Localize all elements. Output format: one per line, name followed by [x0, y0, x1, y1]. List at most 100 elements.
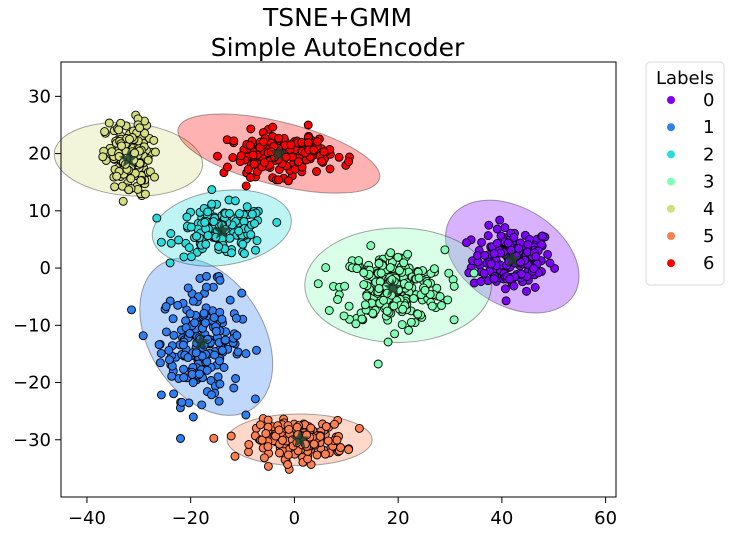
data-point: [449, 281, 459, 291]
data-point: [352, 264, 362, 274]
data-point: [250, 394, 260, 404]
data-point: [244, 447, 253, 457]
x-tick-label: 60: [594, 508, 617, 529]
cluster-center-2: [212, 220, 232, 239]
legend-title: Labels: [656, 68, 714, 89]
data-point: [241, 410, 251, 420]
data-point: [140, 189, 150, 199]
data-point: [201, 282, 211, 292]
data-point: [214, 356, 224, 366]
data-point: [257, 435, 267, 445]
data-point: [283, 460, 293, 469]
data-point: [215, 379, 225, 389]
data-point: [225, 295, 235, 305]
data-point: [374, 284, 384, 293]
data-point: [199, 308, 209, 318]
data-point: [152, 213, 162, 223]
data-point: [114, 125, 124, 135]
data-point: [379, 295, 388, 305]
data-point: [409, 294, 419, 303]
data-point: [357, 314, 367, 324]
series-1-points: [127, 271, 261, 443]
data-point: [215, 275, 225, 285]
data-point: [283, 450, 293, 460]
data-point: [202, 365, 212, 375]
legend: Labels 0 1 2 3 4 5 6: [645, 61, 725, 286]
data-point: [229, 136, 239, 146]
data-point: [531, 252, 541, 261]
data-point: [303, 454, 313, 464]
data-point: [509, 232, 519, 242]
cluster-center-1: [191, 332, 211, 351]
data-point: [537, 231, 547, 241]
data-point: [178, 340, 188, 350]
data-point: [241, 349, 251, 359]
data-point: [340, 281, 350, 291]
data-point: [242, 202, 252, 212]
data-point: [404, 325, 414, 335]
data-point: [259, 137, 268, 147]
data-point: [126, 174, 136, 183]
data-point: [235, 209, 244, 219]
data-point: [192, 231, 202, 241]
data-point: [321, 422, 331, 431]
data-point: [317, 156, 327, 166]
data-point: [332, 435, 342, 445]
data-point: [203, 231, 213, 241]
legend-label-2: 2: [703, 144, 714, 165]
data-point: [156, 237, 166, 247]
data-point: [130, 148, 140, 158]
data-point: [397, 320, 407, 330]
data-point: [543, 249, 553, 259]
data-point: [211, 326, 221, 336]
data-point: [194, 369, 204, 379]
data-point: [110, 182, 120, 192]
data-point: [278, 435, 287, 445]
data-point: [309, 439, 319, 449]
data-point: [501, 296, 511, 306]
data-point: [495, 215, 505, 225]
data-point: [234, 226, 244, 236]
data-point: [213, 151, 222, 161]
legend-marker-5: [667, 232, 675, 240]
data-point: [309, 145, 319, 155]
data-point: [321, 263, 331, 273]
data-point: [161, 327, 171, 337]
data-point: [339, 311, 349, 321]
data-point: [183, 283, 193, 293]
legend-marker-0: [667, 96, 675, 104]
data-point: [231, 374, 241, 383]
data-point: [230, 451, 240, 461]
cluster-center-4: [118, 149, 138, 168]
data-point: [268, 122, 278, 132]
data-point: [156, 348, 166, 358]
y-tick-label: −10: [13, 315, 51, 336]
data-point: [261, 429, 271, 438]
data-point: [246, 124, 256, 134]
data-point: [500, 284, 510, 294]
y-tick-label: 10: [28, 201, 51, 222]
data-point: [165, 258, 175, 268]
data-point: [252, 345, 261, 355]
data-point: [333, 295, 343, 304]
data-point: [390, 329, 400, 339]
data-point: [237, 288, 247, 298]
data-point: [383, 337, 393, 347]
data-point: [229, 383, 239, 393]
data-point: [286, 140, 296, 150]
data-point: [183, 353, 193, 363]
data-point: [283, 176, 293, 186]
data-point: [186, 222, 196, 232]
data-point: [150, 147, 160, 157]
data-point: [462, 238, 471, 248]
data-point: [117, 141, 126, 151]
data-point: [164, 345, 174, 355]
data-point: [313, 279, 323, 289]
data-point: [207, 390, 216, 400]
data-point: [354, 256, 364, 266]
legend-marker-1: [667, 123, 675, 132]
data-point: [259, 157, 269, 167]
data-point: [185, 329, 195, 338]
data-point: [251, 245, 260, 255]
data-point: [319, 147, 329, 157]
